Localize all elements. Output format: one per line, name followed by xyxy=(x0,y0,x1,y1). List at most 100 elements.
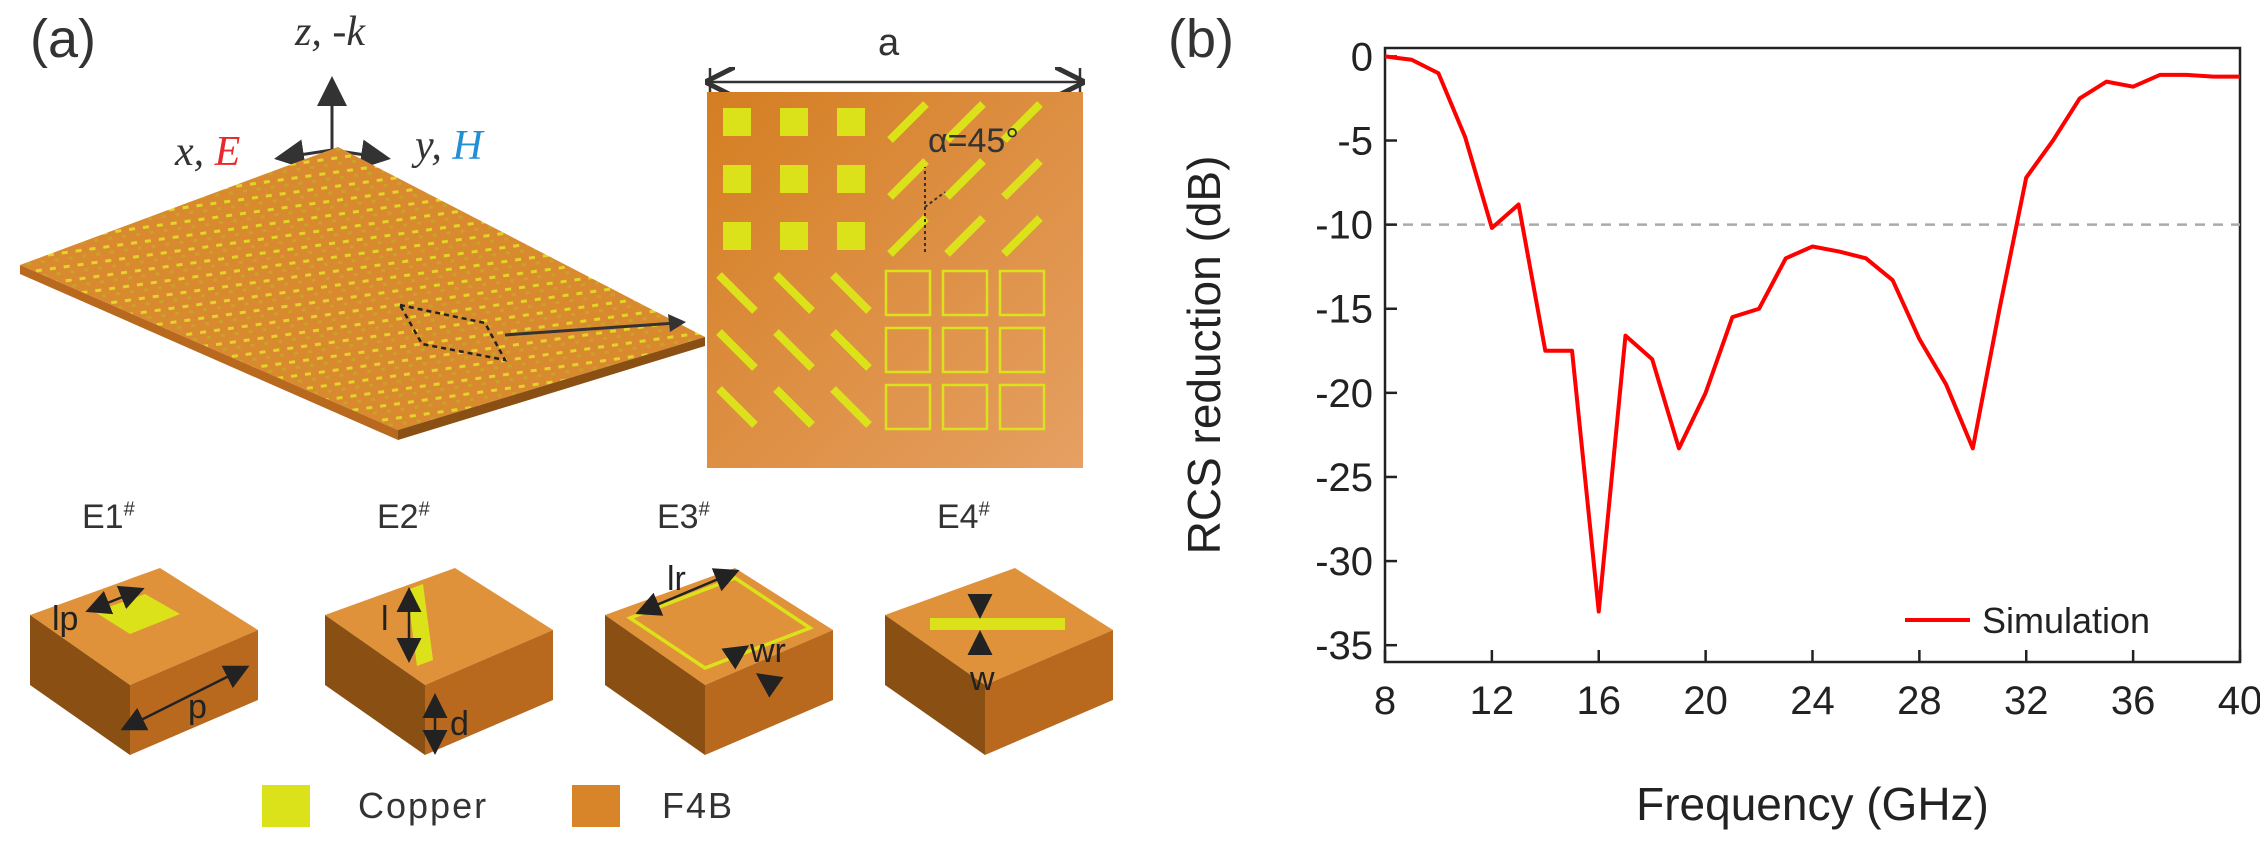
square-patch xyxy=(723,108,751,136)
y-tick-label: -5 xyxy=(1337,120,1373,164)
square-ring xyxy=(884,326,932,374)
diagonal-strip xyxy=(944,158,986,200)
cell-name: E1 xyxy=(82,498,124,536)
square-ring xyxy=(884,269,932,317)
unit-cell-e4: w xyxy=(885,568,1113,755)
x-tick-label: 8 xyxy=(1374,679,1396,723)
lp-arrow xyxy=(85,585,145,615)
cell-mark: # xyxy=(123,498,135,521)
x-tick-label: 20 xyxy=(1683,679,1728,723)
copper-swatch xyxy=(262,785,310,827)
square-ring xyxy=(941,269,989,317)
diagonal-strip xyxy=(887,215,929,257)
diagonal-strip xyxy=(1001,215,1043,257)
copper-bar xyxy=(930,618,1065,630)
cell-name: E3 xyxy=(657,498,699,536)
x-tick-label: 16 xyxy=(1577,679,1622,723)
cell-name: E2 xyxy=(377,498,419,536)
f4b-legend-label: F4B xyxy=(662,785,735,826)
cell-mark: # xyxy=(418,498,430,521)
diagonal-strip xyxy=(944,101,986,143)
lp-label: lp xyxy=(52,600,78,638)
diagonal-strip xyxy=(887,101,929,143)
x-tick-label: 28 xyxy=(1897,679,1942,723)
wr-label: wr xyxy=(749,632,786,670)
x-tick-label: 24 xyxy=(1790,679,1835,723)
y-tick-label: -25 xyxy=(1315,456,1373,500)
cell-mark: # xyxy=(698,498,710,521)
x-axis-prefix: x, xyxy=(175,129,215,175)
simulation-line xyxy=(1384,54,2240,614)
lr-label: lr xyxy=(667,560,686,598)
square-patch xyxy=(723,165,751,193)
supercell-width-label: a xyxy=(878,22,900,64)
diagonal-strip xyxy=(830,386,872,428)
d-label: d xyxy=(450,705,469,743)
diagonal-strip xyxy=(1001,158,1043,200)
cell-label-e4: E4# xyxy=(937,498,990,537)
l-label: l xyxy=(381,600,389,638)
cell-label-e3: E3# xyxy=(657,498,710,537)
y-axis-prefix: y, xyxy=(415,123,453,169)
cell-mark: # xyxy=(978,498,990,521)
plot-frame xyxy=(1383,46,2242,664)
z-axis-label: z, -k xyxy=(295,9,365,55)
unit-cell-e2: ld xyxy=(325,568,553,755)
unit-cell-e1: lp p xyxy=(30,568,258,755)
p-arrow xyxy=(120,665,250,731)
square-ring xyxy=(998,269,1046,317)
f4b-swatch xyxy=(572,785,620,827)
diagonal-strip xyxy=(773,329,815,371)
square-ring xyxy=(998,383,1046,431)
substrate-left-face xyxy=(605,615,705,755)
substrate-left-face xyxy=(30,615,130,755)
material-legend: Copper F4B xyxy=(262,785,1042,835)
y-tick-label: -35 xyxy=(1315,624,1373,668)
diagonal-strip xyxy=(716,272,758,314)
supercell-top-view xyxy=(707,92,1083,468)
diagonal-strip xyxy=(1001,101,1043,143)
diagonal-strip xyxy=(773,272,815,314)
substrate-left-face xyxy=(885,615,985,755)
y-tick-label: -20 xyxy=(1315,372,1373,416)
diagonal-strip xyxy=(944,215,986,257)
square-patch xyxy=(723,222,751,250)
x-axis-label: x, E xyxy=(175,128,240,176)
y-axis-label: y, H xyxy=(415,122,483,170)
metasurface-slab xyxy=(20,147,705,440)
copper-legend-label: Copper xyxy=(358,785,489,826)
y-axis-title: RCS reduction (dB) xyxy=(1178,156,1230,555)
legend-label: Simulation xyxy=(1982,600,2150,641)
y-tick-label: -30 xyxy=(1315,540,1373,584)
substrate-top xyxy=(325,568,553,685)
y-tick-label: -15 xyxy=(1315,288,1373,332)
square-patch xyxy=(837,165,865,193)
cell-label-e2: E2# xyxy=(377,498,430,537)
x-axis-title: Frequency (GHz) xyxy=(1636,778,1989,830)
square-ring xyxy=(884,383,932,431)
panel-b-label: (b) xyxy=(1168,9,1234,69)
substrate-right-face xyxy=(985,630,1113,755)
diagonal-strip xyxy=(830,272,872,314)
square-patch xyxy=(837,222,865,250)
h-field-label: H xyxy=(452,123,483,169)
unit-cell-row: E1# lp p E2# l d E3# lr wr E4# w xyxy=(0,460,1113,760)
square-ring xyxy=(998,326,1046,374)
diagonal-strip xyxy=(716,386,758,428)
square-patch xyxy=(780,222,808,250)
p-label: p xyxy=(188,688,207,726)
substrate-right-face xyxy=(425,630,553,755)
y-tick-label: 0 xyxy=(1351,35,1373,79)
rotation-angle-label: α=45° xyxy=(928,122,1019,160)
rcs-chart: 8 12 16 20 24 28 32 36 40 0 -5 -10 -15 -20 -25 -30 -35 Si… xyxy=(1178,35,2260,830)
square-patch xyxy=(837,108,865,136)
panel-a-label: (a) xyxy=(30,9,96,69)
wr-arrow-in xyxy=(721,645,750,670)
x-tick-label: 32 xyxy=(2004,679,2049,723)
x-tick-label: 36 xyxy=(2111,679,2156,723)
diagonal-strip xyxy=(773,386,815,428)
square-ring xyxy=(941,383,989,431)
diagonal-strip xyxy=(887,158,929,200)
square-patch xyxy=(780,165,808,193)
x-tick-label: 12 xyxy=(1470,679,1515,723)
